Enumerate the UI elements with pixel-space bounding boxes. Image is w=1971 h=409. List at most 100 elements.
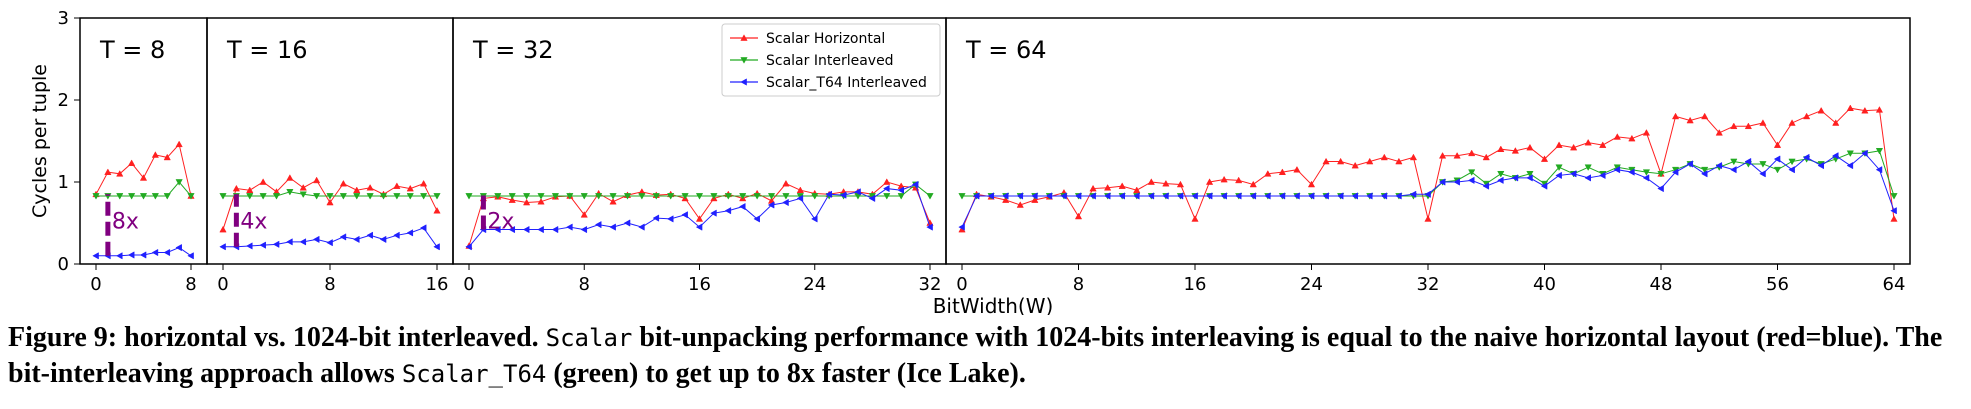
data-point bbox=[782, 198, 789, 207]
data-point bbox=[854, 188, 861, 196]
data-point bbox=[1031, 196, 1039, 203]
data-point bbox=[339, 179, 347, 187]
data-point bbox=[883, 193, 891, 200]
data-point bbox=[1526, 174, 1533, 182]
speedup-label: 4x bbox=[240, 209, 267, 234]
data-point bbox=[1628, 168, 1635, 176]
x-tick-label: 0 bbox=[217, 274, 228, 295]
data-point bbox=[839, 191, 847, 199]
data-point bbox=[494, 225, 501, 234]
data-point bbox=[1351, 161, 1359, 169]
data-point bbox=[987, 192, 994, 200]
data-point bbox=[1802, 153, 1810, 162]
y-tick-label: 3 bbox=[58, 8, 69, 29]
data-point bbox=[868, 194, 876, 203]
data-point bbox=[393, 193, 401, 200]
data-point bbox=[326, 193, 334, 200]
y-axis-label: Cycles per tuple bbox=[29, 64, 51, 218]
x-tick-label: 16 bbox=[426, 274, 449, 295]
x-tick-label: 24 bbox=[1300, 274, 1323, 295]
data-point bbox=[353, 193, 361, 200]
y-tick-label: 1 bbox=[58, 172, 69, 193]
data-point bbox=[151, 151, 159, 158]
data-point bbox=[1424, 215, 1432, 222]
data-point bbox=[1686, 160, 1693, 168]
data-point bbox=[926, 223, 933, 231]
data-point bbox=[595, 193, 603, 200]
data-point bbox=[1730, 158, 1738, 166]
data-point bbox=[1511, 147, 1519, 154]
data-point bbox=[782, 193, 790, 200]
data-point bbox=[326, 239, 333, 247]
data-point bbox=[1031, 192, 1038, 200]
data-point bbox=[1366, 192, 1373, 200]
data-point bbox=[508, 193, 516, 200]
data-point bbox=[1671, 168, 1679, 176]
data-point bbox=[1890, 215, 1898, 222]
data-point bbox=[139, 174, 148, 181]
data-point bbox=[1744, 157, 1752, 166]
data-point bbox=[537, 197, 545, 205]
data-point bbox=[1468, 169, 1476, 176]
data-point bbox=[638, 223, 645, 231]
data-point bbox=[1074, 212, 1083, 220]
data-point bbox=[366, 231, 373, 239]
data-point bbox=[681, 211, 688, 219]
data-point bbox=[299, 238, 307, 246]
data-point bbox=[219, 193, 227, 200]
caption-text-1: bit-unpacking performance with 1024-bits… bbox=[8, 322, 1943, 389]
data-point bbox=[1642, 174, 1650, 182]
x-tick-label: 32 bbox=[919, 274, 942, 295]
x-tick-label: 24 bbox=[803, 274, 826, 295]
data-point bbox=[393, 231, 400, 239]
data-point bbox=[406, 193, 414, 200]
data-point bbox=[1657, 184, 1664, 193]
data-point bbox=[811, 215, 818, 223]
data-point bbox=[782, 179, 790, 187]
data-point bbox=[1861, 106, 1869, 114]
series-line bbox=[961, 107, 1895, 230]
y-tick-label: 2 bbox=[58, 90, 69, 111]
data-point bbox=[1395, 157, 1403, 165]
data-point bbox=[580, 193, 588, 200]
data-point bbox=[420, 193, 428, 200]
data-point bbox=[406, 184, 414, 192]
data-point bbox=[1351, 192, 1358, 200]
data-point bbox=[259, 193, 267, 200]
caption-code-scalar-t64: Scalar_T64 bbox=[401, 360, 547, 388]
data-point bbox=[219, 225, 227, 233]
data-point bbox=[638, 193, 646, 200]
data-point bbox=[1584, 138, 1592, 146]
data-point bbox=[366, 184, 374, 191]
data-point bbox=[1307, 192, 1315, 200]
data-point bbox=[695, 215, 704, 222]
data-point bbox=[1409, 153, 1418, 161]
panel-title: T = 64 bbox=[965, 36, 1047, 64]
data-point bbox=[1467, 176, 1475, 184]
data-point bbox=[1788, 158, 1796, 166]
data-point bbox=[652, 214, 660, 222]
data-point bbox=[522, 225, 530, 234]
x-tick-label: 8 bbox=[1073, 274, 1084, 295]
data-point bbox=[1671, 112, 1680, 120]
data-point bbox=[128, 193, 136, 200]
data-point bbox=[1555, 171, 1562, 180]
data-point bbox=[246, 242, 253, 250]
data-point bbox=[1846, 150, 1854, 158]
data-point bbox=[1788, 166, 1795, 174]
data-point bbox=[151, 193, 159, 200]
data-point bbox=[286, 174, 294, 181]
data-point bbox=[1875, 106, 1884, 113]
data-point bbox=[1482, 182, 1490, 190]
data-point bbox=[272, 193, 281, 200]
data-point bbox=[523, 198, 531, 206]
data-point bbox=[246, 193, 254, 200]
x-tick-label: 32 bbox=[1417, 274, 1440, 295]
data-point bbox=[433, 206, 441, 214]
data-point bbox=[1162, 179, 1170, 187]
x-tick-label: 0 bbox=[90, 274, 101, 295]
data-point bbox=[353, 235, 360, 244]
x-tick-label: 16 bbox=[688, 274, 711, 295]
data-point bbox=[623, 219, 631, 227]
x-tick-label: 8 bbox=[185, 274, 196, 295]
